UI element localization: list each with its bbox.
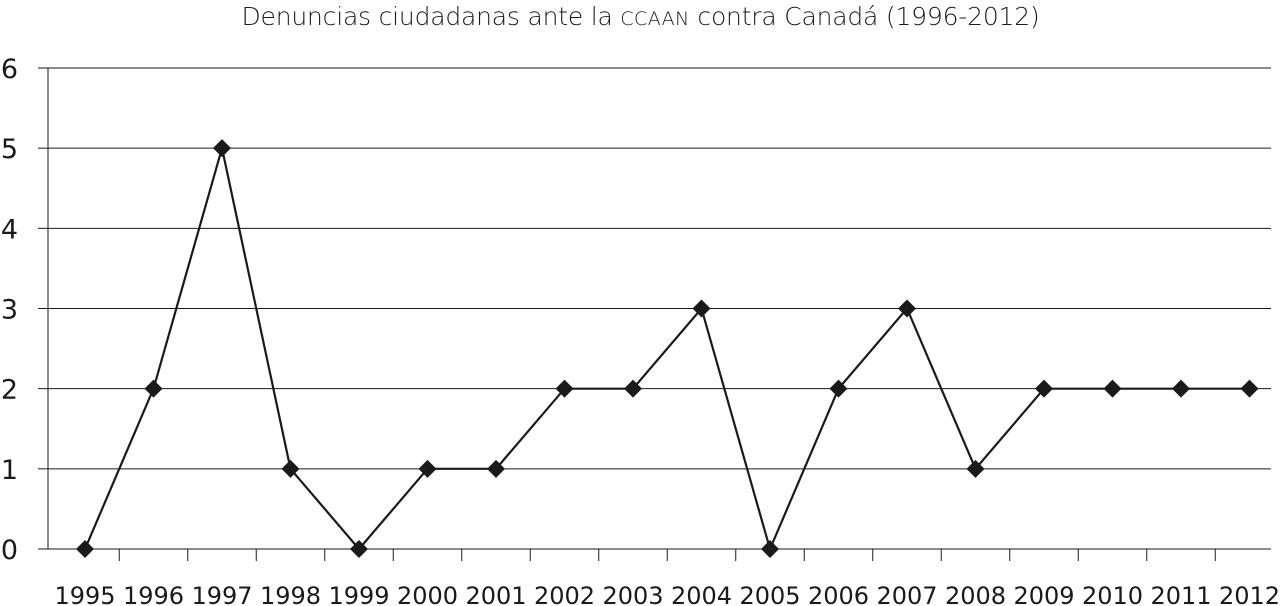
- xtick-label: 2009: [1013, 582, 1074, 606]
- data-point: [1035, 379, 1053, 398]
- xtick-label: 1995: [54, 582, 115, 606]
- data-point: [1240, 379, 1259, 398]
- xtick-label: 2001: [465, 582, 526, 606]
- xtick-label: 1998: [260, 582, 321, 606]
- data-point: [761, 540, 779, 558]
- data-point: [966, 459, 985, 478]
- xtick-label: 2000: [397, 582, 458, 606]
- ytick-label: 2: [1, 375, 18, 406]
- xtick-label: 1996: [123, 582, 184, 606]
- xtick-label: 1997: [191, 582, 252, 606]
- tick-labels: 0 1 2 3 4 5 6 1995 1996 1997 1998 1999 2000 2001 2002 2…: [1, 54, 1280, 606]
- series-line: [83, 147, 1250, 553]
- data-point: [144, 379, 163, 398]
- axes: [38, 67, 1216, 561]
- ytick-label: 0: [1, 535, 18, 566]
- data-point: [76, 540, 94, 558]
- data-point: [624, 379, 642, 398]
- xtick-label: 2004: [671, 582, 732, 606]
- xtick-label: 2002: [534, 582, 595, 606]
- gridlines: [48, 67, 1271, 550]
- chart-title-part-1: Denuncias ciudadanas ante la: [241, 2, 621, 31]
- series: [76, 139, 1259, 558]
- data-point: [692, 299, 711, 318]
- chart-title-acronym: CCAAN: [620, 8, 690, 30]
- ytick-label: 3: [1, 295, 18, 326]
- ytick-label: 6: [1, 54, 18, 85]
- data-point: [555, 379, 574, 398]
- xtick-label: 2008: [945, 582, 1006, 606]
- data-point: [213, 139, 231, 158]
- xtick-label: 1999: [328, 582, 389, 606]
- xtick-label: 2005: [739, 582, 800, 606]
- data-point: [1103, 379, 1122, 398]
- xtick-label: 2011: [1150, 582, 1211, 606]
- ytick-label: 1: [1, 455, 18, 486]
- xtick-label: 2012: [1219, 582, 1280, 606]
- chart-title: Denuncias ciudadanas ante la CCAAN contr…: [0, 0, 1281, 36]
- data-point: [1172, 379, 1190, 398]
- data-point: [898, 299, 916, 318]
- xtick-label: 2007: [876, 582, 937, 606]
- xtick-label: 2003: [602, 582, 663, 606]
- ytick-label: 4: [1, 214, 18, 245]
- data-point: [487, 459, 505, 478]
- chart-title-part-2: contra Canadá (1996-2012): [689, 2, 1040, 31]
- data-point: [829, 379, 848, 398]
- xtick-label: 2010: [1082, 582, 1143, 606]
- data-point: [350, 540, 368, 558]
- data-point: [281, 459, 300, 478]
- ytick-label: 5: [1, 134, 18, 165]
- data-point: [418, 459, 437, 478]
- xtick-label: 2006: [808, 582, 869, 606]
